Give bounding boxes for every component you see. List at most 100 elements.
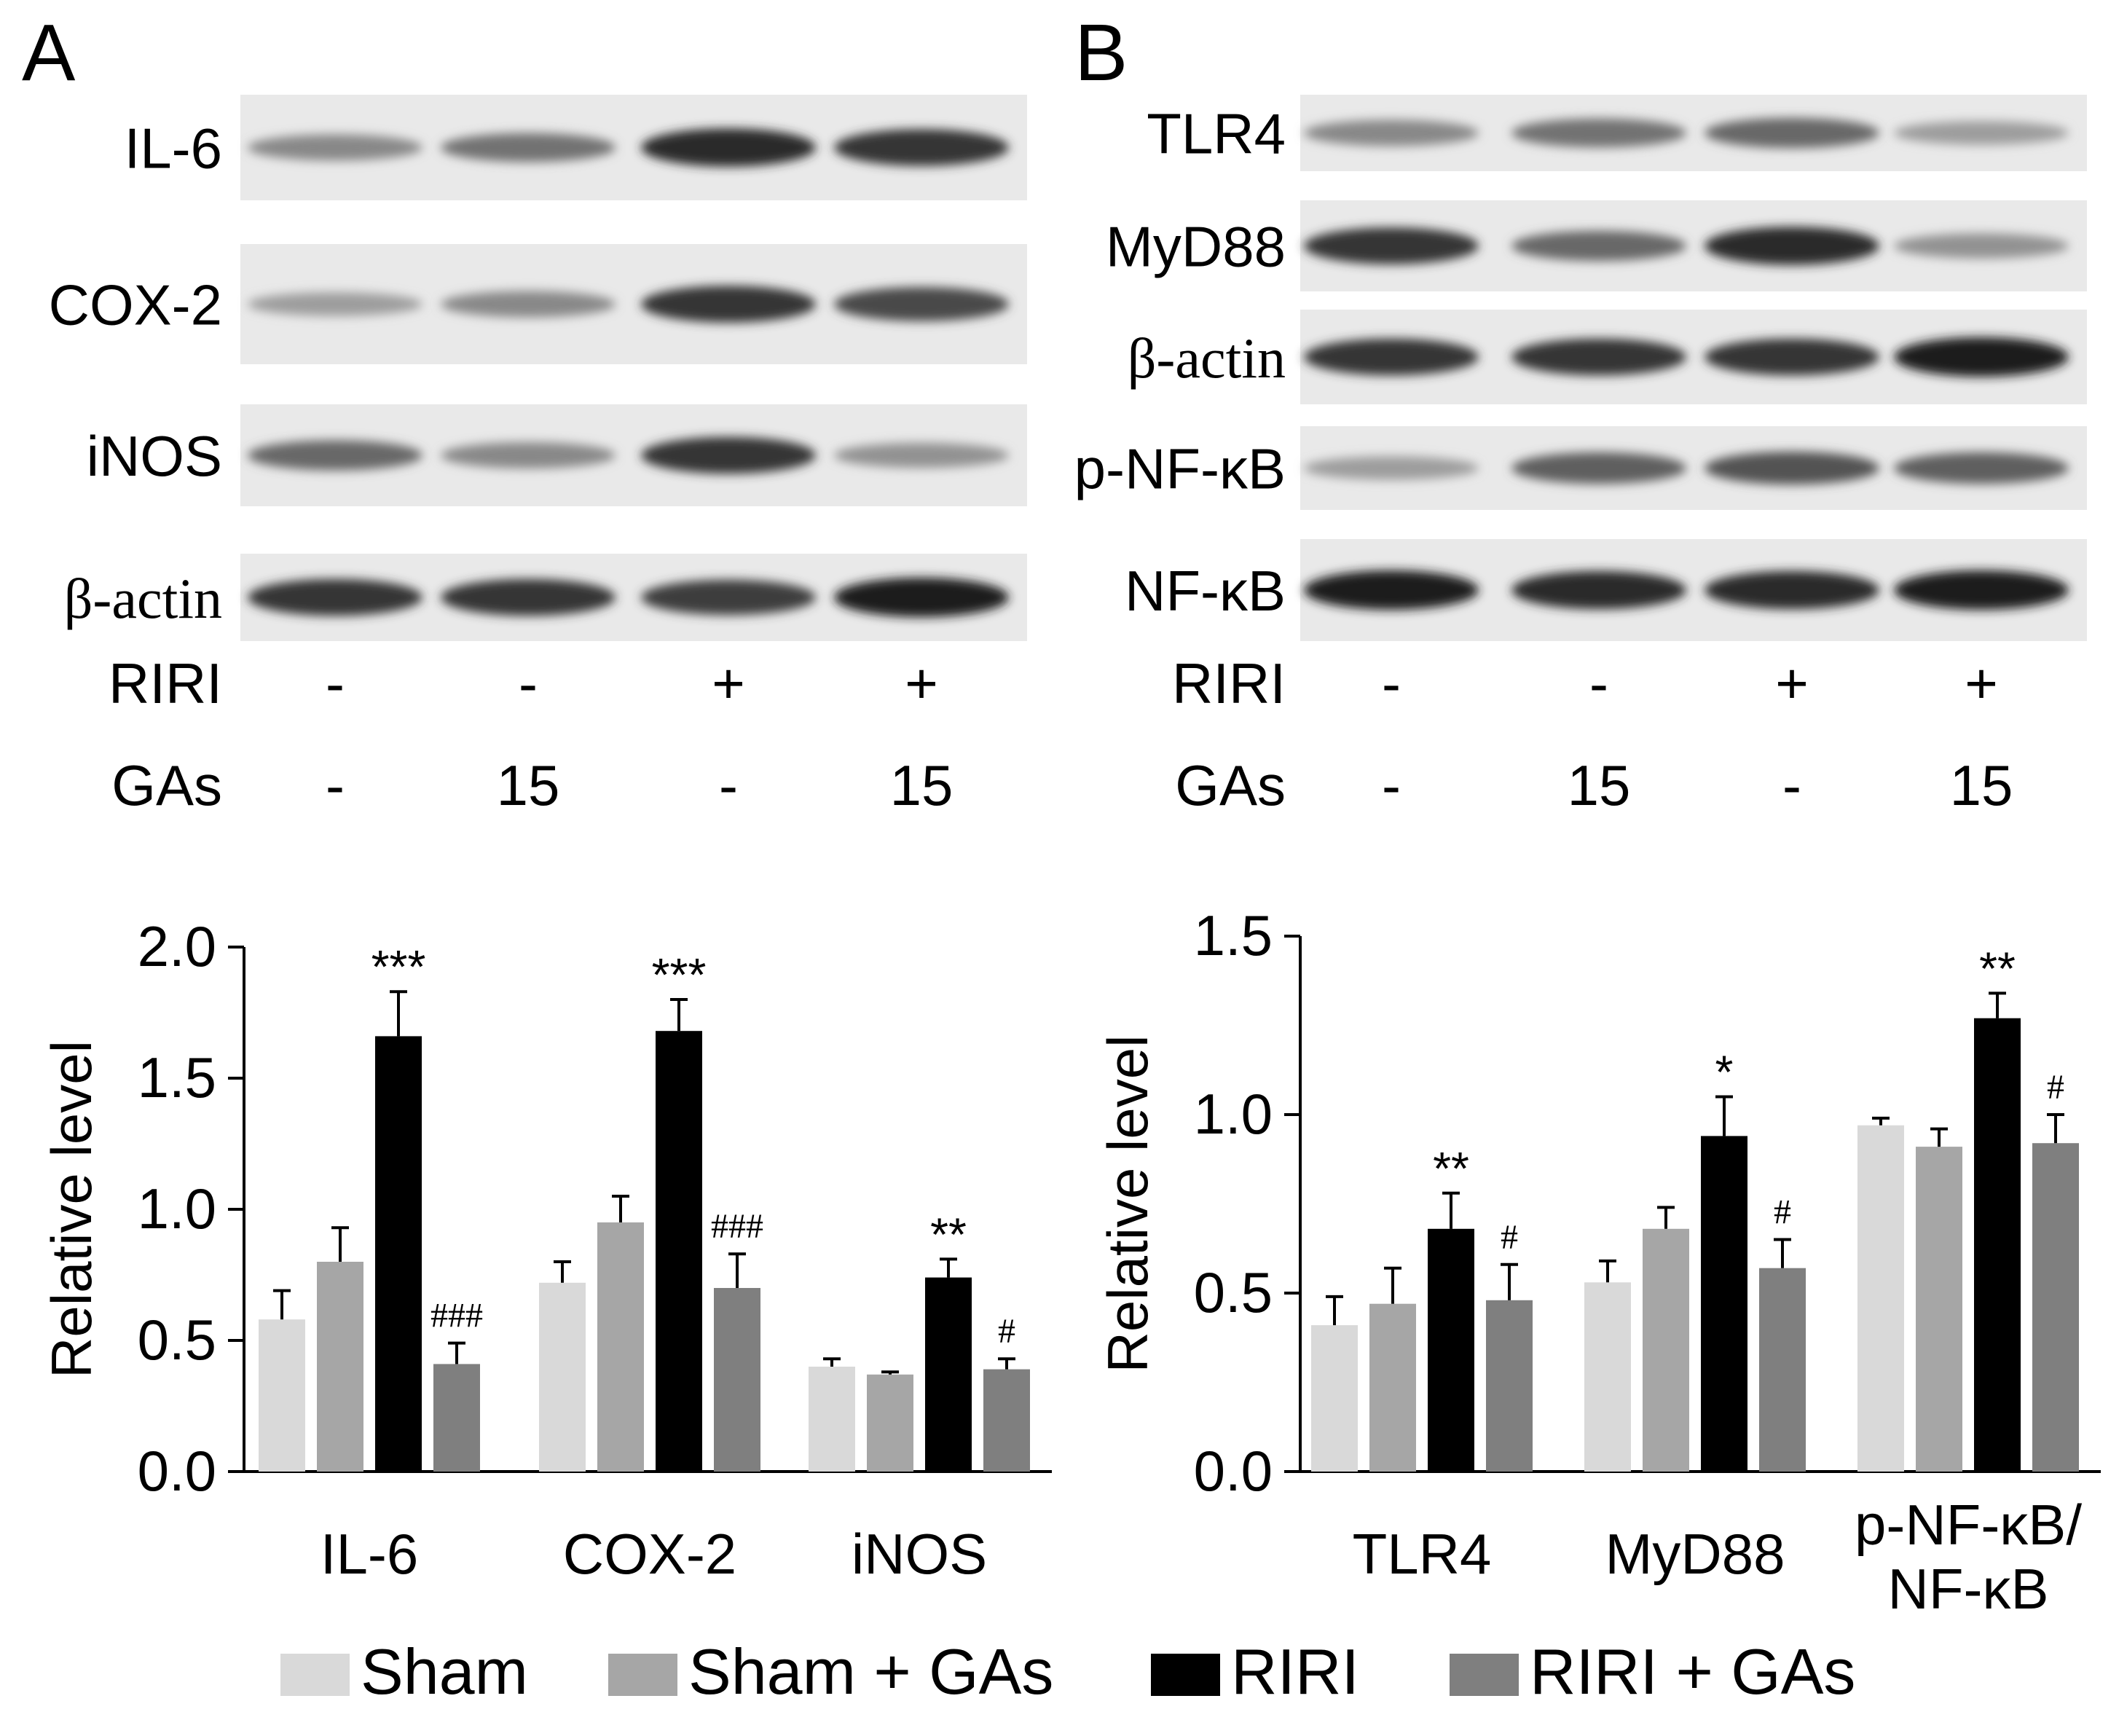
bar-riri — [925, 1277, 972, 1472]
bar-sham — [1584, 1282, 1631, 1472]
significance-label: # — [1774, 1193, 1791, 1232]
y-tick-label: 0.0 — [1194, 1439, 1273, 1503]
bar-sham-gas — [1916, 1147, 1962, 1472]
significance-label: # — [2047, 1068, 2064, 1107]
y-tick-label: 1.0 — [138, 1177, 216, 1241]
y-tick-label: 0.5 — [138, 1308, 216, 1372]
blot-band — [1705, 227, 1879, 265]
bar-riri — [1428, 1228, 1474, 1472]
bar-sham — [539, 1282, 586, 1472]
condition-value: + — [712, 651, 745, 715]
significance-label: * — [1715, 1046, 1734, 1099]
blot-label: β-actin — [64, 567, 222, 630]
bar-riri-gas — [983, 1369, 1030, 1472]
blot-row-tlr4: TLR4 — [1147, 95, 2087, 171]
condition-value: 15 — [890, 753, 954, 817]
condition-value: + — [905, 651, 938, 715]
x-category-label: TLR4 — [1353, 1522, 1492, 1586]
blot-band — [248, 440, 422, 471]
significance-label: *** — [371, 940, 426, 993]
blot-band — [248, 578, 422, 616]
bar-sham-gas — [1643, 1228, 1689, 1472]
blot-label: IL-6 — [125, 117, 222, 181]
blot-band — [1894, 121, 2069, 145]
blot-band — [1304, 119, 1479, 146]
blot-row-nf-b: NF-κB — [1125, 539, 2087, 641]
bar-sham-gas — [317, 1262, 363, 1472]
bar-sham — [1311, 1325, 1358, 1472]
blot-row-actin: β-actin — [64, 554, 1027, 641]
condition-value: 15 — [497, 753, 560, 817]
significance-label: ** — [1433, 1142, 1469, 1195]
y-axis-label: Relative level — [39, 1040, 103, 1378]
blot-band — [834, 577, 1009, 618]
legend-item-sham: Sham — [280, 1635, 528, 1708]
condition-row-gas: GAs - 15 - 15 — [1175, 753, 2013, 817]
condition-value: - — [1382, 651, 1401, 715]
blot-band — [1894, 570, 2069, 610]
blot-band — [1511, 452, 1686, 484]
blot-band — [641, 128, 816, 167]
x-category-label: COX-2 — [563, 1522, 736, 1586]
blot-band — [1511, 338, 1686, 376]
legend-label: Sham — [361, 1635, 528, 1708]
bar-riri — [1974, 1018, 2021, 1472]
legend-swatch — [1450, 1654, 1519, 1696]
bar-riri-gas — [1486, 1300, 1533, 1472]
bar-sham-gas — [1369, 1303, 1416, 1472]
blot-row-myd88: MyD88 — [1106, 200, 2087, 291]
blot-band — [834, 129, 1009, 166]
legend-item-sham-gas: Sham + GAs — [608, 1635, 1053, 1708]
legend-swatch — [280, 1654, 350, 1696]
blot-band — [641, 579, 816, 616]
blot-band — [834, 287, 1009, 321]
blot-band — [834, 442, 1009, 468]
blot-band — [248, 134, 422, 161]
condition-value: - — [1382, 753, 1401, 817]
y-tick-label: 2.0 — [138, 914, 216, 978]
blot-band — [641, 286, 816, 323]
y-tick-label: 1.5 — [138, 1045, 216, 1109]
condition-label: GAs — [1175, 753, 1286, 817]
condition-label: RIRI — [109, 651, 222, 715]
legend-label: RIRI + GAs — [1530, 1635, 1855, 1708]
blot-band — [248, 292, 422, 316]
blot-label: p-NF-κB — [1074, 437, 1286, 501]
blot-label: TLR4 — [1147, 102, 1286, 166]
bar-riri — [656, 1031, 702, 1472]
condition-value: - — [719, 753, 738, 817]
condition-row-gas: GAs - 15 - 15 — [111, 753, 953, 817]
condition-value: 15 — [1950, 753, 2013, 817]
significance-label: *** — [652, 948, 707, 1001]
blot-band — [1304, 338, 1479, 376]
condition-value: - — [326, 753, 345, 817]
blot-band — [441, 291, 616, 318]
blot-band — [1894, 233, 2069, 259]
condition-row-riri: RIRI - - + + — [1172, 651, 1998, 715]
x-category-label: iNOS — [852, 1522, 987, 1586]
blot-row-il-6: IL-6 — [125, 95, 1027, 200]
condition-value: - — [1589, 651, 1608, 715]
bar-riri — [375, 1036, 422, 1472]
blot-label: β-actin — [1128, 326, 1286, 390]
condition-label: RIRI — [1172, 651, 1286, 715]
western-blot-panel-b: B TLR4 MyD88 β-actin p-NF-κB NF-κB RIRI - - + + GA… — [1074, 8, 2087, 817]
significance-label: # — [998, 1312, 1015, 1351]
blot-band — [1304, 227, 1479, 264]
legend-label: Sham + GAs — [688, 1635, 1053, 1708]
bar-riri-gas — [714, 1288, 760, 1472]
x-category-label: IL-6 — [321, 1522, 418, 1586]
blot-band — [441, 578, 616, 616]
blot-band — [641, 436, 816, 474]
blot-row-inos: iNOS — [87, 404, 1027, 506]
legend-swatch — [608, 1654, 677, 1696]
blot-band — [1304, 456, 1479, 480]
y-tick-label: 1.5 — [1194, 903, 1273, 967]
blot-label: NF-κB — [1125, 559, 1286, 623]
condition-value: + — [1965, 651, 1998, 715]
y-tick-label: 1.0 — [1194, 1082, 1273, 1146]
condition-value: + — [1775, 651, 1809, 715]
bar-riri-gas — [2032, 1143, 2079, 1472]
